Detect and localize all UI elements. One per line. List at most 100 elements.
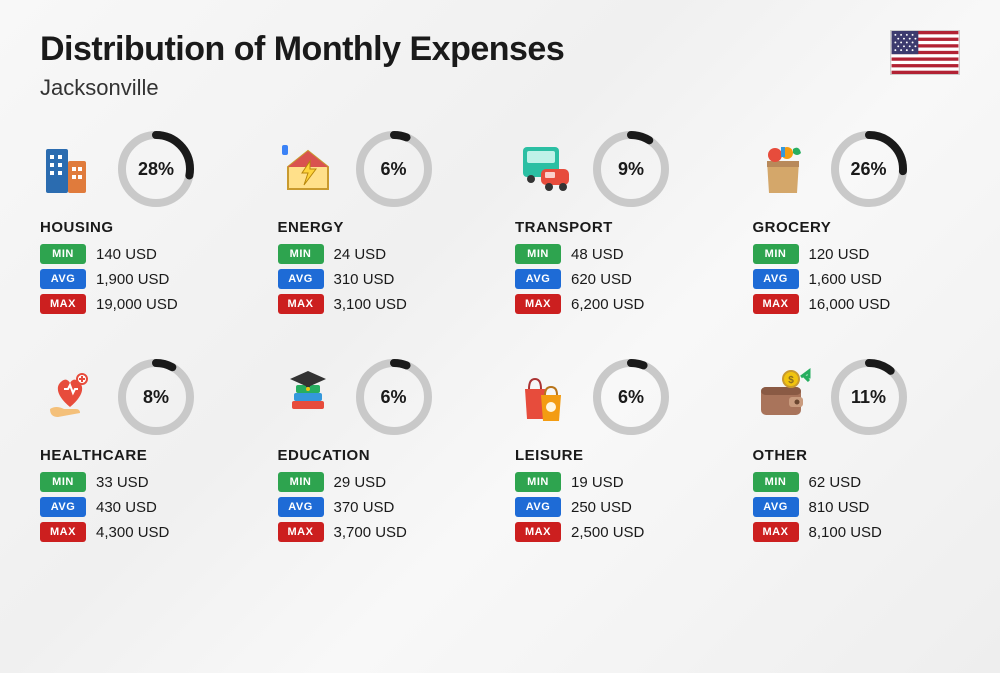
house-bolt-icon <box>278 139 338 199</box>
stat-avg-row: AVG 430 USD <box>40 497 248 517</box>
min-badge: MIN <box>40 472 86 492</box>
avg-value: 620 USD <box>571 271 632 288</box>
category-top: 6% <box>515 359 723 435</box>
percentage-ring: 26% <box>831 131 907 207</box>
stat-min-row: MIN 62 USD <box>753 472 961 492</box>
wallet-coin-icon: $ <box>753 367 813 427</box>
stat-min-row: MIN 48 USD <box>515 244 723 264</box>
percentage-label: 6% <box>356 359 432 435</box>
category-top: 6% <box>278 131 486 207</box>
max-badge: MAX <box>753 522 799 542</box>
grad-books-icon <box>278 367 338 427</box>
category-leisure: 6% LEISURE MIN 19 USD AVG 250 USD MAX 2,… <box>515 359 723 547</box>
min-badge: MIN <box>40 244 86 264</box>
stat-min-row: MIN 33 USD <box>40 472 248 492</box>
category-education: 6% EDUCATION MIN 29 USD AVG 370 USD MAX … <box>278 359 486 547</box>
percentage-label: 6% <box>356 131 432 207</box>
avg-badge: AVG <box>278 497 324 517</box>
avg-badge: AVG <box>515 269 561 289</box>
percentage-label: 11% <box>831 359 907 435</box>
category-top: 8% <box>40 359 248 435</box>
avg-badge: AVG <box>278 269 324 289</box>
max-badge: MAX <box>278 522 324 542</box>
min-value: 29 USD <box>334 474 387 491</box>
category-other: $ 11% OTHER MIN 62 USD AVG 810 USD MAX 8… <box>753 359 961 547</box>
avg-value: 810 USD <box>809 499 870 516</box>
grocery-bag-icon <box>753 139 813 199</box>
stat-max-row: MAX 8,100 USD <box>753 522 961 542</box>
stat-avg-row: AVG 810 USD <box>753 497 961 517</box>
max-badge: MAX <box>753 294 799 314</box>
svg-text:$: $ <box>788 375 794 386</box>
stat-max-row: MAX 6,200 USD <box>515 294 723 314</box>
stat-avg-row: AVG 1,900 USD <box>40 269 248 289</box>
percentage-ring: 6% <box>356 131 432 207</box>
category-grid: 28% HOUSING MIN 140 USD AVG 1,900 USD MA… <box>40 131 960 547</box>
avg-badge: AVG <box>753 497 799 517</box>
min-badge: MIN <box>753 244 799 264</box>
stat-min-row: MIN 24 USD <box>278 244 486 264</box>
max-value: 3,700 USD <box>334 524 407 541</box>
percentage-ring: 11% <box>831 359 907 435</box>
max-value: 4,300 USD <box>96 524 169 541</box>
stat-min-row: MIN 120 USD <box>753 244 961 264</box>
avg-badge: AVG <box>753 269 799 289</box>
max-value: 3,100 USD <box>334 296 407 313</box>
avg-value: 1,900 USD <box>96 271 169 288</box>
category-name: EDUCATION <box>278 447 486 464</box>
page-title: Distribution of Monthly Expenses <box>40 30 564 69</box>
header: Distribution of Monthly Expenses Jackson… <box>40 30 960 101</box>
avg-badge: AVG <box>40 497 86 517</box>
percentage-ring: 6% <box>593 359 669 435</box>
stat-avg-row: AVG 250 USD <box>515 497 723 517</box>
max-value: 19,000 USD <box>96 296 178 313</box>
stat-avg-row: AVG 1,600 USD <box>753 269 961 289</box>
category-name: ENERGY <box>278 219 486 236</box>
stat-min-row: MIN 140 USD <box>40 244 248 264</box>
min-badge: MIN <box>753 472 799 492</box>
max-badge: MAX <box>40 522 86 542</box>
percentage-ring: 8% <box>118 359 194 435</box>
category-top: $ 11% <box>753 359 961 435</box>
buildings-icon <box>40 139 100 199</box>
stat-max-row: MAX 3,100 USD <box>278 294 486 314</box>
usa-flag-icon <box>890 30 960 75</box>
percentage-label: 8% <box>118 359 194 435</box>
stat-min-row: MIN 19 USD <box>515 472 723 492</box>
percentage-label: 9% <box>593 131 669 207</box>
stat-avg-row: AVG 370 USD <box>278 497 486 517</box>
stat-avg-row: AVG 310 USD <box>278 269 486 289</box>
avg-value: 310 USD <box>334 271 395 288</box>
shopping-bags-icon <box>515 367 575 427</box>
percentage-label: 26% <box>831 131 907 207</box>
percentage-ring: 6% <box>356 359 432 435</box>
max-badge: MAX <box>515 294 561 314</box>
min-badge: MIN <box>515 472 561 492</box>
category-top: 28% <box>40 131 248 207</box>
stat-max-row: MAX 19,000 USD <box>40 294 248 314</box>
percentage-ring: 9% <box>593 131 669 207</box>
min-value: 24 USD <box>334 246 387 263</box>
percentage-label: 6% <box>593 359 669 435</box>
min-badge: MIN <box>515 244 561 264</box>
category-name: TRANSPORT <box>515 219 723 236</box>
min-value: 48 USD <box>571 246 624 263</box>
percentage-ring: 28% <box>118 131 194 207</box>
min-badge: MIN <box>278 244 324 264</box>
category-name: OTHER <box>753 447 961 464</box>
max-badge: MAX <box>278 294 324 314</box>
stat-max-row: MAX 2,500 USD <box>515 522 723 542</box>
max-value: 16,000 USD <box>809 296 891 313</box>
min-value: 19 USD <box>571 474 624 491</box>
avg-badge: AVG <box>40 269 86 289</box>
avg-badge: AVG <box>515 497 561 517</box>
title-block: Distribution of Monthly Expenses Jackson… <box>40 30 564 101</box>
min-value: 62 USD <box>809 474 862 491</box>
max-value: 2,500 USD <box>571 524 644 541</box>
max-badge: MAX <box>40 294 86 314</box>
max-value: 8,100 USD <box>809 524 882 541</box>
category-name: LEISURE <box>515 447 723 464</box>
category-transport: 9% TRANSPORT MIN 48 USD AVG 620 USD MAX … <box>515 131 723 319</box>
heart-hand-icon <box>40 367 100 427</box>
max-badge: MAX <box>515 522 561 542</box>
